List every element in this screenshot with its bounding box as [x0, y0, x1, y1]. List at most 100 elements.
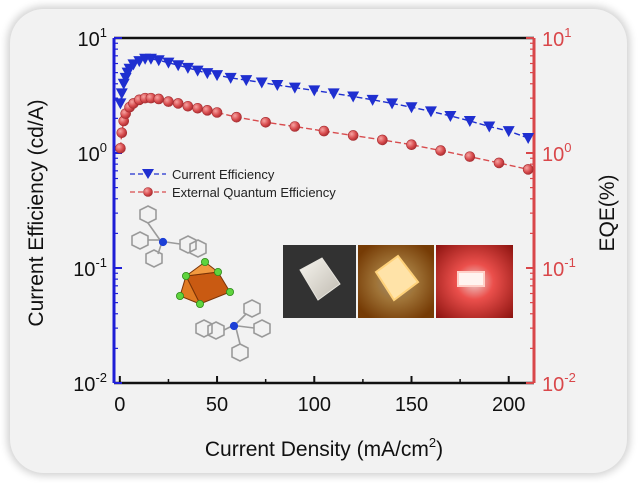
ce-data-point [405, 102, 418, 114]
ligand-atom-6 [200, 257, 209, 266]
lower-bond-3 [235, 327, 241, 345]
left-y-axis-label: Current Efficiency (cd/A) [25, 99, 48, 326]
right-y-tick-label: 10-1 [542, 255, 576, 281]
ce-data-point [386, 98, 399, 110]
led-emitting-area [457, 271, 485, 287]
right-y-tick-base: 10 [542, 374, 564, 396]
ce-data-point [366, 94, 379, 106]
eqe-data-point [163, 96, 174, 107]
x-tick-label: 100 [298, 394, 331, 416]
ce-data-point [347, 91, 360, 103]
right-y-tick-exponent: 1 [564, 25, 571, 40]
upper-phenyl-ring-3 [145, 249, 163, 268]
ce-data-point [271, 80, 284, 92]
left-y-tick-exponent: -1 [95, 255, 107, 270]
right-y-tick-label: 10-2 [542, 370, 576, 396]
legend-label-eqe: External Quantum Efficiency [172, 185, 336, 200]
right-y-tick-label: 101 [542, 25, 571, 51]
x-axis-label-end: ) [436, 438, 443, 461]
eqe-data-point [347, 130, 359, 141]
eqe-data-point [522, 164, 534, 175]
octahedron-top-face [184, 261, 220, 277]
ligand-atom-4 [195, 299, 204, 308]
upper-phenyl-ring-4 [179, 235, 197, 254]
ce-data-point [181, 62, 194, 74]
x-tick-label: 0 [114, 394, 125, 416]
ce-data-point [288, 82, 301, 94]
legend: Current Efficiency External Quantum Effi… [130, 167, 336, 200]
lower-nitrogen-atom [229, 321, 239, 331]
lower-phenyl-ring-3 [243, 299, 261, 318]
upper-phenyl-ring-2 [131, 231, 149, 250]
ce-data-point [308, 85, 321, 97]
x-tick-label: 150 [395, 394, 428, 416]
eqe-data-point [377, 134, 388, 146]
series-eqe [115, 92, 534, 175]
lower-phenyl-ring-2 [207, 321, 225, 340]
ce-data-point [224, 72, 237, 84]
lower-bond-2 [235, 313, 247, 325]
ce-data-point [201, 68, 214, 80]
right-y-tick-base: 10 [542, 144, 564, 166]
ce-data-point [152, 55, 165, 67]
left-y-tick-base: 10 [78, 29, 100, 51]
octahedron-front-face [179, 274, 202, 305]
series-ce [114, 53, 535, 145]
device-photos [283, 245, 513, 318]
right-y-tick-label: 100 [542, 140, 571, 166]
ce-data-point [255, 77, 268, 89]
right-y-tick-base: 10 [542, 29, 564, 51]
crystal-photo [283, 245, 356, 318]
left-y-tick-label: 101 [78, 25, 107, 51]
right-y-axis-label: EQE(%) [596, 174, 619, 251]
x-axis-label: Current Density (mA/cm2) [205, 435, 443, 461]
left-y-tick-base: 10 [73, 374, 95, 396]
ce-data-point [114, 98, 127, 110]
eqe-data-point [493, 157, 505, 169]
plot-frame [112, 36, 536, 385]
red-led-photo [436, 245, 513, 318]
ce-data-point [191, 65, 204, 77]
eqe-data-point [406, 139, 417, 151]
eqe-data-point [116, 127, 128, 139]
tick-group [114, 37, 534, 384]
ce-data-point [162, 57, 175, 69]
right-y-tick-exponent: 0 [564, 140, 571, 155]
orange-emission-photo [358, 245, 434, 318]
eqe-data-point [435, 145, 446, 156]
left-y-tick-exponent: -2 [95, 370, 107, 385]
left-y-tick-label: 10-1 [73, 255, 107, 281]
upper-bond-4 [165, 241, 181, 245]
ce-data-point [327, 88, 340, 100]
left-y-tick-base: 10 [73, 259, 95, 281]
left-y-tick-base: 10 [78, 144, 100, 166]
eqe-data-point [289, 121, 301, 132]
x-tick-label: 200 [492, 394, 525, 416]
ligand-atom-2 [213, 267, 222, 276]
eqe-data-point [202, 105, 213, 116]
upper-bond-1 [147, 222, 161, 241]
ce-data-point [444, 110, 457, 122]
eqe-data-point [153, 93, 165, 105]
lower-bond-4 [237, 325, 255, 329]
x-axis-label-main: Current Density (mA/cm [205, 438, 429, 461]
left-y-tick-exponent: 0 [100, 140, 107, 155]
lower-phenyl-ring-1 [195, 319, 213, 338]
eqe-data-point [192, 102, 203, 114]
eqe-data-point [231, 111, 242, 123]
ligand-atom-1 [181, 271, 190, 280]
eqe-data-point [260, 116, 271, 128]
ce-data-point [117, 78, 130, 90]
ce-data-point [502, 126, 515, 138]
right-y-tick-base: 10 [542, 259, 564, 281]
molecular-structure-illustration [131, 205, 271, 362]
legend-item-eqe: External Quantum Efficiency [130, 185, 336, 200]
ce-data-point [240, 75, 253, 87]
eqe-data-point [318, 125, 330, 137]
ce-data-point [463, 115, 476, 127]
eqe-data-point [464, 151, 476, 162]
eqe-data-point [115, 142, 126, 154]
ce-data-point [483, 121, 496, 133]
